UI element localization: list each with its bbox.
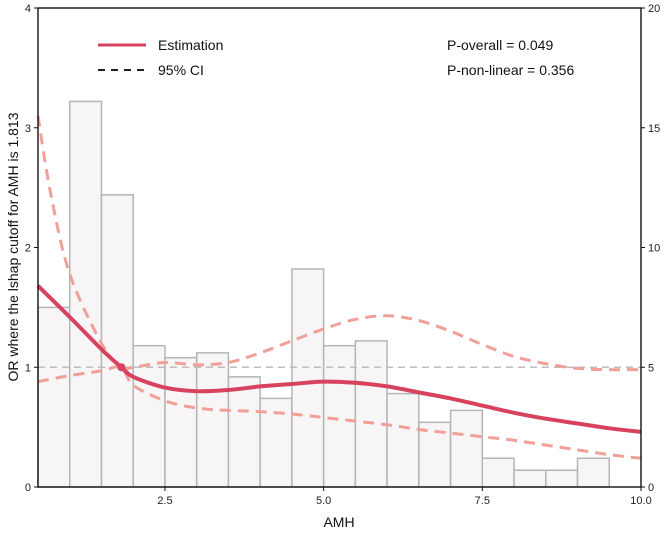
legend-ci-label: 95% CI [158,62,204,78]
x-tick-label: 5.0 [316,495,331,507]
histogram-bar [481,457,515,488]
histogram-bar [386,392,420,488]
histogram-bar [545,469,579,488]
histogram-bar [291,268,325,488]
x-tick-label: 7.5 [475,495,490,507]
histogram-bar [195,352,230,488]
x-tick-label: 10.0 [630,495,651,507]
y-left-tick-label: 3 [25,123,31,135]
y-right-tick-label: 10 [648,243,660,255]
legend-estimation-label: Estimation [158,37,223,53]
histogram-bar [164,356,198,488]
histogram [37,100,611,488]
histogram-bar [100,194,134,488]
histogram-bar [354,340,388,488]
y-left-tick-label: 4 [25,3,31,15]
histogram-bar [227,376,261,488]
y-right-tick-label: 5 [648,362,654,374]
x-tick-label: 2.5 [157,495,172,507]
y-left-tick-label: 0 [25,482,31,494]
histogram-bar [68,100,103,488]
series-group [36,115,642,460]
histogram-bar [513,469,547,488]
y-right-tick-label: 20 [648,3,660,15]
p-overall-annotation: P-overall = 0.049 [447,37,553,53]
p-nonlinear-annotation: P-non-linear = 0.356 [447,62,574,78]
x-axis-title: AMH [323,514,354,530]
histogram-bar [37,306,71,488]
y-right-tick-label: 0 [648,482,654,494]
annotations: P-overall = 0.049 P-non-linear = 0.356 [447,37,574,78]
series-line-estimation [36,284,642,434]
histogram-bar [449,409,484,488]
y-left-tick-label: 1 [25,362,31,374]
histogram-bar [576,457,611,488]
cutoff-point [117,363,126,372]
y-right-tick-label: 15 [648,123,660,135]
y-left-tick-label: 2 [25,243,31,255]
series-line-95-ci-upper [36,115,642,372]
histogram-bar [132,344,166,488]
y-axis-title: OR where the lshap cutoff for AMH is 1.8… [5,112,21,381]
legend: Estimation 95% CI [98,37,223,78]
